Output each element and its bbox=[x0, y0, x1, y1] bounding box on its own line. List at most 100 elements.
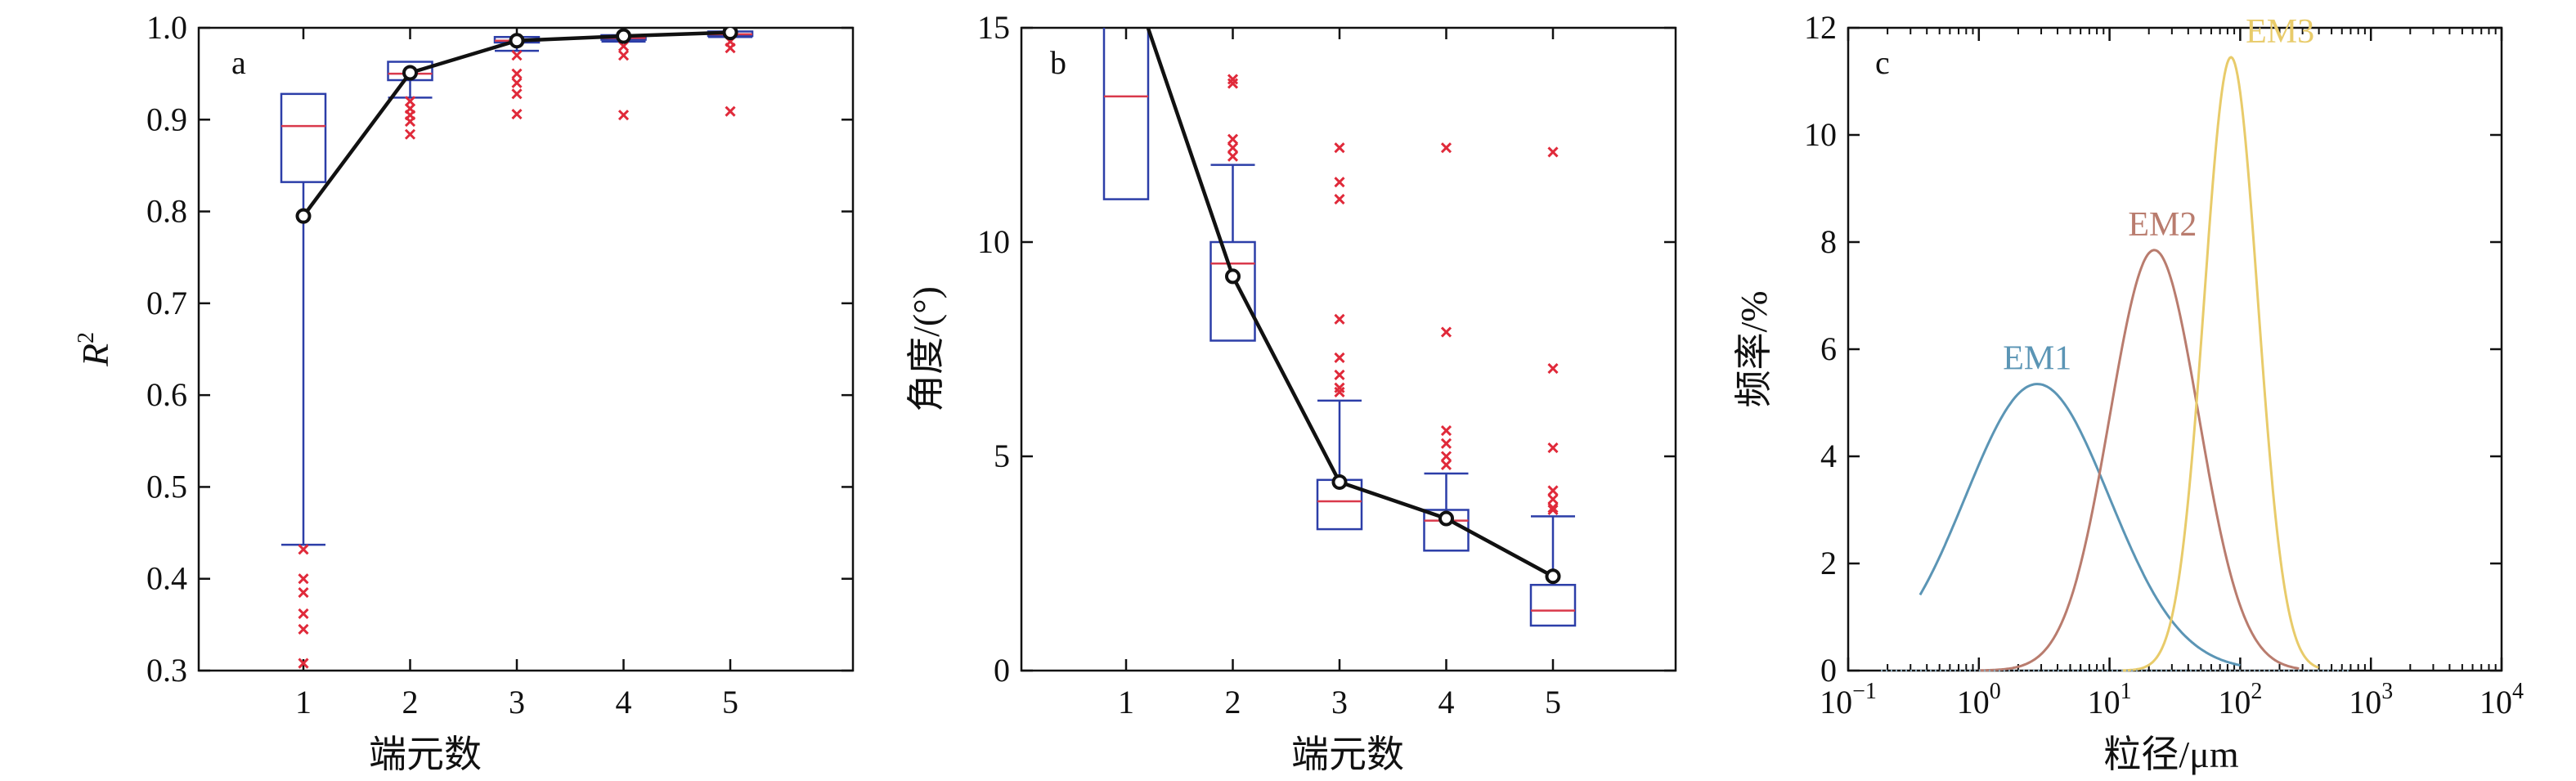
y-tick-label: 0 bbox=[1820, 652, 1837, 689]
outlier-point bbox=[1547, 363, 1559, 375]
outlier-point-b bbox=[511, 88, 523, 100]
panel-a-ylabel: R2 bbox=[74, 332, 116, 367]
mean-line bbox=[302, 30, 731, 218]
outlier-point-b bbox=[725, 105, 736, 117]
outlier-point-b bbox=[298, 586, 309, 599]
x-tick-exponent: 4 bbox=[2512, 679, 2524, 704]
plot-area bbox=[1102, 28, 1577, 627]
outlier-point bbox=[1334, 142, 1345, 154]
outlier-point bbox=[725, 43, 736, 54]
y-tick-label: 10 bbox=[977, 223, 1010, 260]
y-tick-label: 0.8 bbox=[146, 193, 187, 230]
outlier-point bbox=[1440, 451, 1452, 462]
outlier-point bbox=[511, 50, 523, 61]
outlier-point bbox=[1547, 493, 1559, 505]
y-tick-label: 0.6 bbox=[146, 376, 187, 413]
y-tick-label: 12 bbox=[1804, 9, 1837, 46]
outlier-point bbox=[1440, 424, 1452, 437]
outlier-point-b bbox=[298, 544, 309, 555]
y-tick-label: 2 bbox=[1820, 545, 1837, 581]
outlier-point bbox=[1334, 177, 1345, 188]
y-tick-label: 0 bbox=[994, 652, 1010, 689]
panel-b-frame bbox=[1020, 26, 1677, 672]
mean-point bbox=[1438, 510, 1454, 527]
box-3 bbox=[1316, 399, 1363, 531]
x-tick-exponent: −1 bbox=[1852, 679, 1877, 704]
outlier-point bbox=[1440, 326, 1452, 338]
outlier-point bbox=[617, 110, 630, 121]
box-iqr bbox=[1209, 240, 1256, 342]
series-em3 bbox=[2122, 56, 2319, 672]
panel-c-ylabel: 频率/% bbox=[1733, 290, 1775, 407]
box-iqr bbox=[1529, 583, 1577, 627]
outlier-point-b bbox=[617, 110, 630, 121]
x-tick-base: 10 bbox=[2349, 684, 2381, 720]
series-label-em3: EM3 bbox=[2246, 13, 2314, 51]
panel-a-ylabel-main: R bbox=[74, 343, 116, 367]
box-1 bbox=[1102, 28, 1150, 200]
outlier-point bbox=[725, 105, 736, 117]
series-label-em1: EM1 bbox=[2003, 340, 2071, 378]
outlier-point bbox=[1440, 438, 1452, 449]
outlier-point-b bbox=[1547, 493, 1559, 505]
y-tick-label: 15 bbox=[977, 9, 1010, 46]
panel-a-ylabel-sup: 2 bbox=[74, 332, 99, 343]
outlier-point-b bbox=[511, 108, 523, 120]
y-tick-label: 5 bbox=[994, 438, 1010, 474]
outlier-point-b bbox=[1547, 485, 1559, 496]
x-tick-label: 3 bbox=[509, 684, 525, 720]
y-tick-label: 6 bbox=[1820, 330, 1837, 367]
outlier-point-b bbox=[1547, 502, 1559, 514]
panel-a-frame bbox=[197, 26, 855, 672]
outlier-point-b bbox=[1334, 142, 1345, 154]
outlier-point bbox=[298, 623, 309, 635]
outlier-point-b bbox=[1440, 438, 1452, 449]
outlier-point-b bbox=[1547, 504, 1559, 516]
outlier-point bbox=[404, 128, 416, 140]
x-tick-label: 4 bbox=[616, 684, 632, 720]
mean-point bbox=[509, 33, 525, 49]
outlier-point bbox=[1227, 133, 1239, 145]
outlier-point-b bbox=[725, 43, 736, 54]
x-tick-label: 5 bbox=[1545, 684, 1561, 720]
plot-area bbox=[280, 28, 754, 669]
outlier-point bbox=[298, 544, 309, 555]
outlier-point-b bbox=[298, 608, 309, 619]
y-tick-label: 8 bbox=[1820, 223, 1837, 260]
outlier-point bbox=[1334, 369, 1345, 381]
outlier-point-b bbox=[1440, 424, 1452, 437]
outlier-point-b bbox=[404, 115, 416, 128]
outlier-point bbox=[1227, 142, 1239, 154]
outlier-point bbox=[1227, 150, 1239, 162]
x-tick-label: 100 bbox=[1957, 679, 2001, 720]
outlier-point-b bbox=[1334, 177, 1345, 188]
panel-a-label: a bbox=[231, 44, 246, 81]
mean-point bbox=[722, 28, 738, 41]
x-tick-base: 10 bbox=[1820, 684, 1852, 720]
mean-point bbox=[402, 65, 418, 81]
outlier-point bbox=[1334, 352, 1345, 364]
outlier-point-b bbox=[511, 68, 523, 79]
x-tick-label: 104 bbox=[2480, 679, 2524, 720]
x-tick-label: 2 bbox=[402, 684, 419, 720]
box-iqr bbox=[280, 92, 327, 183]
x-tick-label: 103 bbox=[2349, 679, 2393, 720]
outlier-point bbox=[1547, 504, 1559, 516]
outlier-point-b bbox=[298, 573, 309, 585]
x-tick-label: 2 bbox=[1225, 684, 1241, 720]
outlier-point-b bbox=[617, 50, 630, 61]
mean-point bbox=[616, 28, 631, 44]
outlier-point-b bbox=[1440, 326, 1452, 338]
mean-line bbox=[1146, 28, 1555, 578]
outlier-point-b bbox=[1334, 313, 1345, 325]
x-tick-label: 4 bbox=[1438, 684, 1455, 720]
x-tick-label: 102 bbox=[2218, 679, 2262, 720]
x-tick-exponent: 1 bbox=[2120, 679, 2132, 704]
y-tick-label: 10 bbox=[1804, 116, 1837, 153]
box-1 bbox=[280, 92, 327, 546]
x-tick-label: 5 bbox=[722, 684, 738, 720]
outlier-point-b bbox=[511, 77, 523, 88]
outlier-point bbox=[1547, 146, 1559, 158]
outlier-point-b bbox=[1440, 142, 1452, 154]
